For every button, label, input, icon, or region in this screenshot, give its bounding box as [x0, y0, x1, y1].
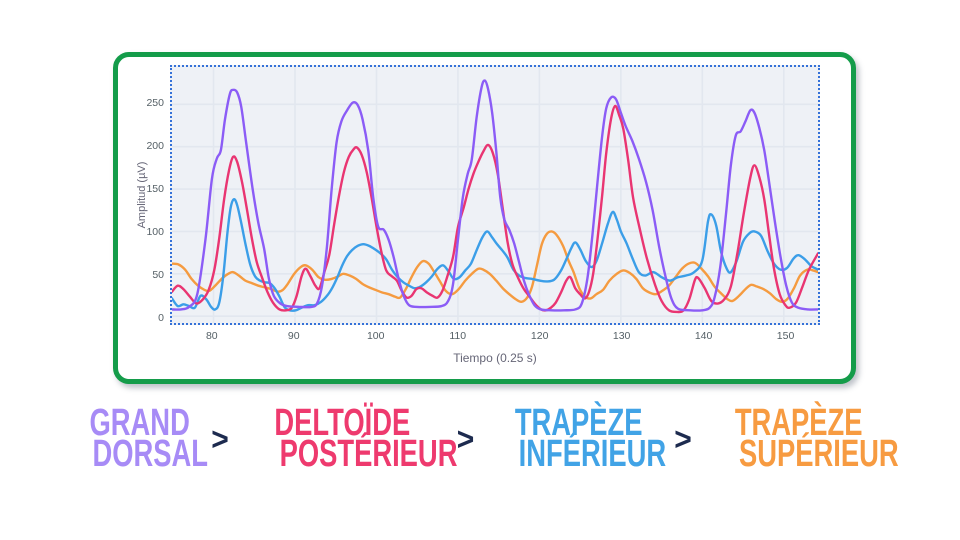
muscle-ranking: GRAND DORSAL > DELTOÏDE POSTÉRIEUR > TRA…	[0, 402, 960, 473]
ranking-label-line: TRAPÈZE	[734, 402, 863, 444]
y-tick-label: 250	[146, 96, 164, 109]
greater-than-icon: >	[674, 421, 692, 457]
ranking-item-trapeze-inferieur: TRAPÈZE INFÉRIEUR	[490, 402, 666, 473]
ranking-label-line: SUPÉRIEUR	[738, 433, 899, 475]
ranking-item-grand-dorsal: GRAND DORSAL	[70, 402, 208, 473]
ranking-item-deltoide-posterieur: DELTOÏDE POSTÉRIEUR	[245, 402, 457, 473]
ranking-label-line: GRAND	[89, 402, 191, 444]
x-tick-label: 140	[694, 330, 713, 342]
ranking-item-trapeze-superieur: TRAPÈZE SUPÉRIEUR	[708, 402, 899, 473]
emg-line-chart-canvas[interactable]	[172, 67, 818, 323]
y-tick-label: 0	[158, 312, 164, 325]
x-axis-title: Tiempo (0.25 s)	[453, 351, 537, 365]
ranking-label-line: DELTOÏDE	[274, 402, 411, 444]
x-tick-label: 80	[205, 330, 218, 342]
ranking-label-line: TRAPÈZE	[515, 402, 643, 444]
y-tick-label: 150	[146, 182, 164, 195]
plot-area[interactable]	[170, 65, 820, 325]
greater-than-icon: >	[211, 421, 229, 457]
ranking-label-line: INFÉRIEUR	[518, 433, 667, 475]
x-tick-label: 130	[612, 330, 631, 342]
emg-chart-card: Amplitud (µV) Tiempo (0.25 s) 0 50 100 150 2…	[113, 52, 856, 384]
y-tick-label: 50	[152, 269, 164, 282]
x-tick-label: 90	[287, 330, 300, 342]
x-tick-label: 120	[530, 330, 549, 342]
y-tick-label: 200	[146, 139, 164, 152]
ranking-label-line: POSTÉRIEUR	[279, 433, 458, 475]
y-axis-title: Amplitud (µV)	[136, 161, 148, 229]
ranking-label-line: DORSAL	[92, 433, 209, 475]
x-tick-label: 150	[776, 330, 795, 342]
x-tick-label: 100	[366, 330, 385, 342]
greater-than-icon: >	[456, 421, 475, 457]
x-tick-label: 110	[449, 330, 467, 342]
y-tick-label: 100	[146, 226, 164, 239]
